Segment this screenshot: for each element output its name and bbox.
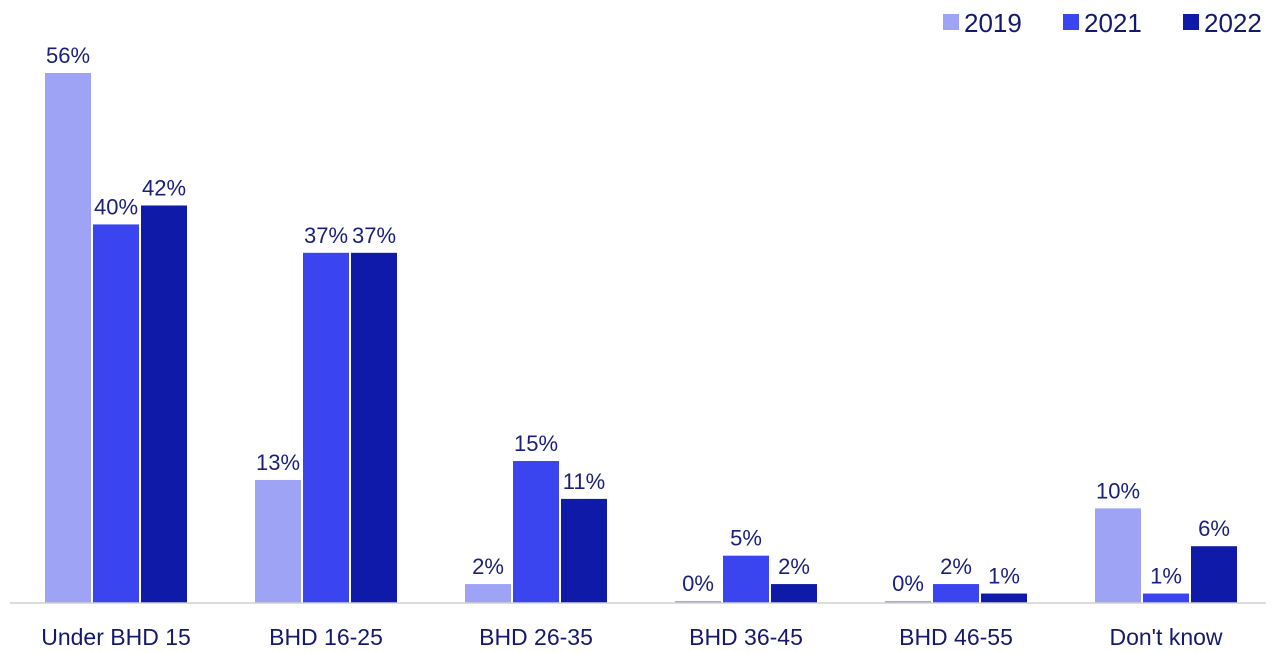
bar-2022-4 bbox=[981, 593, 1027, 603]
legend-label-2021: 2021 bbox=[1084, 8, 1142, 38]
bar-2019-1 bbox=[255, 479, 301, 603]
bar-2022-1 bbox=[351, 252, 397, 604]
bar-2022-3 bbox=[771, 584, 817, 603]
bar-2021-1 bbox=[303, 252, 349, 604]
bar-2019-4 bbox=[885, 601, 931, 603]
category-label-2: BHD 26-35 bbox=[479, 624, 593, 650]
data-label-2019-5: 10% bbox=[1096, 478, 1140, 503]
bars bbox=[45, 73, 1237, 604]
legend-label-2022: 2022 bbox=[1204, 8, 1262, 38]
legend-label-2019: 2019 bbox=[964, 8, 1022, 38]
category-label-1: BHD 16-25 bbox=[269, 624, 383, 650]
data-label-2021-4: 2% bbox=[940, 554, 972, 579]
data-label-2022-2: 11% bbox=[563, 469, 605, 494]
data-label-2022-5: 6% bbox=[1198, 516, 1230, 541]
bar-2019-3 bbox=[675, 601, 721, 603]
data-label-2021-2: 15% bbox=[514, 431, 558, 456]
data-label-2022-0: 42% bbox=[142, 176, 186, 201]
bar-2022-5 bbox=[1191, 546, 1237, 603]
data-label-2019-1: 13% bbox=[256, 450, 300, 475]
legend-swatch-2022 bbox=[1183, 14, 1199, 30]
data-label-2022-3: 2% bbox=[778, 554, 810, 579]
data-label-2022-4: 1% bbox=[988, 564, 1020, 589]
data-label-2022-1: 37% bbox=[352, 223, 396, 248]
data-label-2021-5: 1% bbox=[1150, 564, 1182, 589]
legend: 2019 2021 2022 bbox=[943, 8, 1262, 38]
data-label-2021-3: 5% bbox=[730, 526, 762, 551]
data-label-2021-1: 37% bbox=[304, 223, 348, 248]
category-label-0: Under BHD 15 bbox=[41, 624, 191, 650]
bar-2019-5 bbox=[1095, 508, 1141, 603]
data-label-2019-3: 0% bbox=[682, 571, 714, 596]
bar-2019-2 bbox=[465, 584, 511, 603]
bar-2021-0 bbox=[93, 224, 139, 603]
data-label-2021-0: 40% bbox=[94, 194, 138, 219]
bar-2021-2 bbox=[513, 461, 559, 603]
data-label-2019-0: 56% bbox=[46, 43, 90, 68]
bar-2021-4 bbox=[933, 584, 979, 603]
category-labels: Under BHD 15 BHD 16-25 BHD 26-35 BHD 36-45 B… bbox=[41, 624, 1223, 650]
category-label-3: BHD 36-45 bbox=[689, 624, 803, 650]
bar-2019-0 bbox=[45, 73, 91, 603]
category-label-5: Don't know bbox=[1109, 624, 1222, 650]
data-label-2019-2: 2% bbox=[472, 554, 504, 579]
bar-2021-3 bbox=[723, 555, 769, 603]
bar-2022-0 bbox=[141, 205, 187, 603]
legend-swatch-2019 bbox=[943, 14, 959, 30]
category-label-4: BHD 46-55 bbox=[899, 624, 1013, 650]
data-labels: 56% 40%42% 13% 37% 37% 2% 15%11% 0% 5% 2% 0% 2% 1% 10… bbox=[46, 43, 1230, 596]
data-label-2019-4: 0% bbox=[892, 571, 924, 596]
bar-2021-5 bbox=[1143, 593, 1189, 603]
bar-2022-2 bbox=[561, 498, 607, 603]
legend-swatch-2021 bbox=[1063, 14, 1079, 30]
